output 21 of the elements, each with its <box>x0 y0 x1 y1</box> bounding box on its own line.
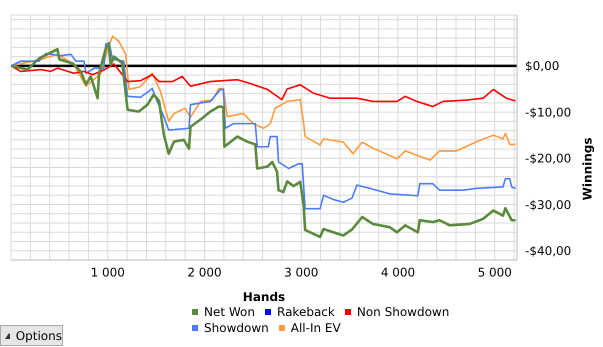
legend-label: Net Won <box>203 305 255 319</box>
line-series <box>11 42 517 238</box>
x-tick-label: 4 000 <box>380 266 416 280</box>
y-tick-label: -$20,00 <box>525 152 572 166</box>
y-tick-label: -$10,00 <box>525 105 572 120</box>
line-series <box>11 63 516 108</box>
legend-label: All-In EV <box>290 321 341 335</box>
y-tick-label: $0,00 <box>525 59 560 74</box>
x-tick-label: 5 000 <box>478 266 512 280</box>
legend-label: Non Showdown <box>356 305 450 319</box>
x-tick-label: 1 000 <box>90 266 125 280</box>
x-tick-label: 3 000 <box>284 266 318 280</box>
x-tick-label: 2 000 <box>187 266 222 280</box>
legend-label: Rakeback <box>276 305 335 319</box>
y-axis-title: Winnings <box>580 138 594 200</box>
y-tick-label: -$30,00 <box>525 198 572 212</box>
options-button: Options <box>0 325 63 346</box>
line-series <box>11 42 516 210</box>
legend-label: Showdown <box>203 321 269 335</box>
y-tick-label: -$40,00 <box>525 244 572 258</box>
x-axis-title: Hands <box>242 290 286 304</box>
